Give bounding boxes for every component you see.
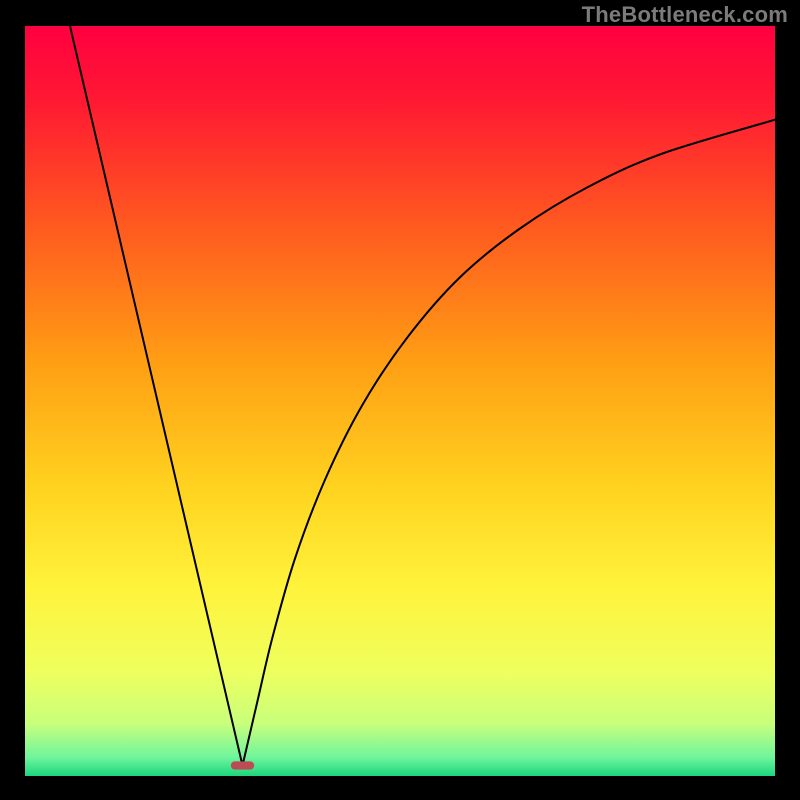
watermark-text: TheBottleneck.com	[582, 2, 788, 28]
chart-plot-area	[25, 26, 775, 776]
minimum-marker	[231, 761, 254, 769]
chart-svg	[25, 26, 775, 776]
chart-background	[25, 26, 775, 776]
